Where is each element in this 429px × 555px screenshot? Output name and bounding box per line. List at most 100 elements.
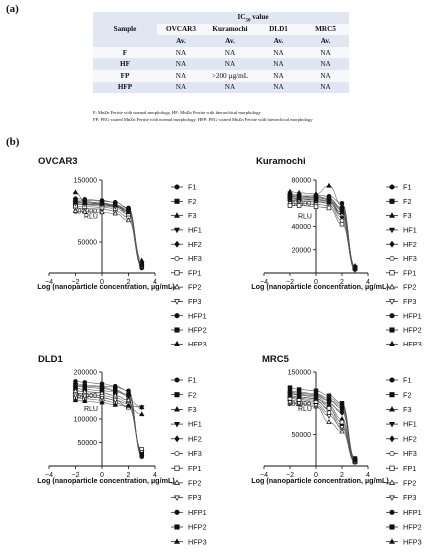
table-row: FP NA >200 µg/mL NA NA xyxy=(93,69,350,82)
legend-label: F2 xyxy=(188,197,197,206)
x-tick-label: −2 xyxy=(286,472,294,479)
legend-marker xyxy=(389,450,395,457)
cell-header-dld1: DLD1 xyxy=(255,23,302,36)
ic50-group-text: IC xyxy=(237,12,246,21)
legend-label: FP3 xyxy=(403,493,416,502)
data-point-hfp2 xyxy=(73,382,78,388)
data-point-hfp3 xyxy=(296,195,302,201)
legend-label: HF3 xyxy=(403,449,417,458)
legend-marker xyxy=(173,421,181,428)
legend-marker xyxy=(174,509,180,515)
series-group xyxy=(72,189,145,271)
data-point-fp1 xyxy=(339,419,345,425)
table-cell: NA xyxy=(205,81,255,94)
legend-label: F3 xyxy=(188,211,197,220)
data-point-fp2 xyxy=(72,387,79,393)
table-cell: NA xyxy=(255,81,302,94)
ic50-subscript: 50 xyxy=(245,18,251,24)
legend-marker xyxy=(388,495,396,501)
legend-label: FP1 xyxy=(403,464,416,473)
legend-label: HF1 xyxy=(403,420,417,429)
x-tick-label: −4 xyxy=(260,472,268,479)
data-point-hfp1 xyxy=(73,379,78,384)
av-header: Av. xyxy=(205,35,255,47)
legend-marker xyxy=(389,198,395,204)
legend-marker xyxy=(388,283,396,290)
data-point-fp2 xyxy=(99,209,105,215)
legend: F1 F2 F3 HF1 HF2 HF3 FP1 FP2 FP3 HFP1 HFP2 HFP3 xyxy=(386,183,422,349)
legend-label: HFP1 xyxy=(403,311,422,320)
table-cell: NA xyxy=(157,46,205,59)
data-point-hfp3 xyxy=(112,202,118,208)
legend-label: FP1 xyxy=(188,464,201,473)
data-point-fp3 xyxy=(326,413,332,419)
data-point-fp2 xyxy=(125,217,132,223)
x-tick-label: 2 xyxy=(340,472,344,479)
legend-marker xyxy=(174,327,180,333)
av-header: Av. xyxy=(157,35,205,47)
data-point-fp1 xyxy=(313,204,319,209)
axes: −4−202450000100000150000RLULog (nanopart… xyxy=(37,178,175,292)
data-point-fp3 xyxy=(112,398,118,404)
data-point-hfp3 xyxy=(125,402,132,408)
legend-label: HFP3 xyxy=(403,340,422,346)
data-point-hfp3 xyxy=(326,199,332,204)
legend-label: HF2 xyxy=(403,434,417,443)
table-row: F NA NA NA NA xyxy=(93,46,350,59)
data-point-hfp1 xyxy=(339,402,345,407)
legend-label: FP3 xyxy=(403,297,416,306)
legend-marker xyxy=(174,392,180,398)
x-tick-label: −4 xyxy=(45,279,53,286)
data-point-f3 xyxy=(287,188,293,194)
footnote-1: F: MnZn Ferrite with normal morphology, … xyxy=(93,110,261,115)
y-tick-label: 200000 xyxy=(74,370,97,377)
av-header: Av. xyxy=(302,35,350,47)
x-axis-label: Log (nanoparticle concentration, µg/mL) xyxy=(251,476,389,485)
series-line-fp2 xyxy=(72,390,143,455)
data-point-hfp3 xyxy=(72,397,79,403)
table-cell: NA xyxy=(255,69,302,82)
data-point-hfp3 xyxy=(339,209,345,215)
y-tick-label: 100000 xyxy=(74,417,97,424)
legend-marker xyxy=(174,465,180,471)
data-point-fp1 xyxy=(339,221,345,227)
legend-label: HFP3 xyxy=(403,537,422,546)
data-point-hfp2 xyxy=(126,392,131,397)
x-tick-label: −2 xyxy=(72,472,80,479)
legend-label: HF1 xyxy=(403,226,417,235)
chart-svg: −4−202450000100000150000200000RLULog (na… xyxy=(37,370,206,547)
data-point-hfp3 xyxy=(296,394,302,399)
table-cell: NA xyxy=(205,46,255,59)
legend-marker xyxy=(389,255,395,262)
y-tick-label: 40000 xyxy=(292,224,312,231)
table-cell: NA xyxy=(302,58,350,70)
data-point-hfp3 xyxy=(352,457,358,463)
chart-panel-kuramochi: Kuramochi −4−202420000400006000080000RLU… xyxy=(214,150,429,349)
data-point-f3 xyxy=(326,182,332,188)
data-point-hfp3 xyxy=(313,196,319,202)
ic50-group-header: IC50 value xyxy=(157,12,350,24)
legend-marker xyxy=(173,406,181,412)
x-tick-label: −4 xyxy=(45,472,53,479)
legend-marker xyxy=(173,479,181,486)
chart-panel-mrc5: MRC5 −4−202450000100000150000RLULog (nan… xyxy=(214,346,429,550)
data-point-hfp3 xyxy=(99,399,105,405)
legend-label: FP2 xyxy=(188,283,201,292)
legend-label: HFP1 xyxy=(403,508,422,517)
legend-label: HF1 xyxy=(188,420,202,429)
y-tick-label: 50000 xyxy=(292,432,312,439)
legend-marker xyxy=(389,435,395,443)
legend-marker xyxy=(173,227,181,234)
data-point-hfp3 xyxy=(339,407,345,413)
sample-label: HF xyxy=(93,58,157,70)
data-point-fp2 xyxy=(99,390,105,396)
y-tick-label: 50000 xyxy=(78,440,98,447)
chart-title: DLD1 xyxy=(38,354,63,365)
legend: F1 F2 F3 HF1 HF2 HF3 FP1 FP2 FP3 HFP1 HFP2 HFP3 xyxy=(171,183,207,349)
table-cell: NA xyxy=(302,46,350,59)
y-tick-label: 150000 xyxy=(288,370,311,377)
series-line-hfp3 xyxy=(287,198,356,269)
table-row: HF NA NA NA NA xyxy=(93,58,350,70)
y-axis-label: RLU xyxy=(84,214,98,221)
legend-marker xyxy=(174,198,180,204)
